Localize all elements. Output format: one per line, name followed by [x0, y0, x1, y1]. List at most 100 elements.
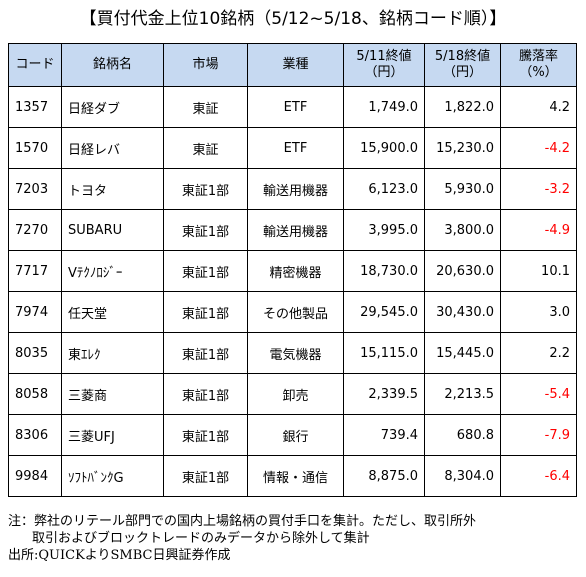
- cell-name: 日経ダブ: [61, 86, 164, 128]
- cell-close-0518: 15,445.0: [424, 332, 501, 374]
- cell-market: 東証1部: [163, 455, 248, 497]
- cell-code: 7270: [8, 209, 62, 251]
- cell-market: 東証1部: [163, 209, 248, 251]
- cell-close-0511: 15,115.0: [343, 332, 425, 374]
- cell-code: 8306: [8, 414, 62, 456]
- cell-change: -3.2: [500, 168, 577, 210]
- cell-market: 東証1部: [163, 168, 248, 210]
- cell-close-0518: 680.8: [424, 414, 501, 456]
- cell-change: -6.4: [500, 455, 577, 497]
- cell-industry: 輸送用機器: [247, 168, 344, 210]
- cell-industry: ETF: [247, 86, 344, 128]
- cell-close-0518: 5,930.0: [424, 168, 501, 210]
- cell-industry: 精密機器: [247, 250, 344, 292]
- table-row: 8058 三菱商 東証1部 卸売 2,339.5 2,213.5 -5.4: [8, 373, 577, 415]
- cell-name: ｿﾌﾄﾊﾞﾝｸG: [61, 455, 164, 497]
- cell-market: 東証1部: [163, 414, 248, 456]
- cell-code: 7974: [8, 291, 62, 333]
- header-industry: 業種: [247, 43, 344, 87]
- cell-name: トヨタ: [61, 168, 164, 210]
- cell-industry: 卸売: [247, 373, 344, 415]
- cell-industry: 情報・通信: [247, 455, 344, 497]
- header-change-unit: （%）: [519, 65, 558, 80]
- cell-market: 東証: [163, 127, 248, 169]
- cell-name: 三菱UFJ: [61, 414, 164, 456]
- cell-close-0518: 3,800.0: [424, 209, 501, 251]
- cell-change: -4.2: [500, 127, 577, 169]
- header-close-0518-date: 5/18終値: [434, 49, 491, 64]
- note-line-1: 注：弊社のリテール部門での国内上場銘柄の買付手口を集計。ただし、取引所外: [8, 514, 477, 529]
- cell-market: 東証1部: [163, 373, 248, 415]
- cell-code: 9984: [8, 455, 62, 497]
- cell-close-0511: 2,339.5: [343, 373, 425, 415]
- table-row: 8306 三菱UFJ 東証1部 銀行 739.4 680.8 -7.9: [8, 414, 577, 456]
- table-row: 7203 トヨタ 東証1部 輸送用機器 6,123.0 5,930.0 -3.2: [8, 168, 577, 210]
- cell-market: 東証: [163, 86, 248, 128]
- cell-market: 東証1部: [163, 291, 248, 333]
- header-row: コード 銘柄名 市場 業種 5/11終値 （円） 5/18終値 （円） 騰落率 …: [8, 43, 577, 87]
- cell-industry: その他製品: [247, 291, 344, 333]
- cell-name: SUBARU: [61, 209, 164, 251]
- cell-close-0518: 30,430.0: [424, 291, 501, 333]
- cell-industry: 輸送用機器: [247, 209, 344, 251]
- cell-code: 1357: [8, 86, 62, 128]
- cell-close-0518: 8,304.0: [424, 455, 501, 497]
- top10-table: コード 銘柄名 市場 業種 5/11終値 （円） 5/18終値 （円） 騰落率 …: [8, 43, 577, 497]
- cell-name: Vﾃｸﾉﾛｼﾞｰ: [61, 250, 164, 292]
- cell-close-0511: 18,730.0: [343, 250, 425, 292]
- cell-market: 東証1部: [163, 332, 248, 374]
- table-row: 1570 日経レバ 東証 ETF 15,900.0 15,230.0 -4.2: [8, 127, 577, 169]
- cell-code: 8035: [8, 332, 62, 374]
- cell-close-0511: 6,123.0: [343, 168, 425, 210]
- cell-code: 8058: [8, 373, 62, 415]
- header-close-0511-unit: （円）: [364, 65, 404, 80]
- header-close-0511-date: 5/11終値: [356, 49, 412, 64]
- header-change-label: 騰落率: [518, 49, 558, 64]
- cell-close-0511: 29,545.0: [343, 291, 425, 333]
- table-row: 7717 Vﾃｸﾉﾛｼﾞｰ 東証1部 精密機器 18,730.0 20,630.0 10.1: [8, 250, 577, 292]
- table-row: 1357 日経ダブ 東証 ETF 1,749.0 1,822.0 4.2: [8, 86, 577, 128]
- cell-close-0511: 1,749.0: [343, 86, 425, 128]
- cell-close-0511: 3,995.0: [343, 209, 425, 251]
- cell-close-0518: 20,630.0: [424, 250, 501, 292]
- header-code: コード: [8, 43, 62, 87]
- header-close-0511: 5/11終値 （円）: [343, 43, 425, 87]
- cell-close-0518: 2,213.5: [424, 373, 501, 415]
- cell-close-0511: 15,900.0: [343, 127, 425, 169]
- cell-close-0518: 1,822.0: [424, 86, 501, 128]
- source-line: 出所:QUICKよりSMBC日興証券作成: [8, 548, 231, 563]
- cell-name: 東ｴﾚｸ: [61, 332, 164, 374]
- cell-code: 7717: [8, 250, 62, 292]
- cell-change: 2.2: [500, 332, 577, 374]
- header-market: 市場: [163, 43, 248, 87]
- cell-code: 1570: [8, 127, 62, 169]
- cell-name: 任天堂: [61, 291, 164, 333]
- header-name: 銘柄名: [61, 43, 164, 87]
- cell-change: -5.4: [500, 373, 577, 415]
- cell-industry: 電気機器: [247, 332, 344, 374]
- footnote: 注：弊社のリテール部門での国内上場銘柄の買付手口を集計。ただし、取引所外 取引お…: [8, 513, 583, 564]
- cell-change: 10.1: [500, 250, 577, 292]
- header-close-0518: 5/18終値 （円）: [424, 43, 501, 87]
- cell-change: 3.0: [500, 291, 577, 333]
- table-title: 【買付代金上位10銘柄（5/12~5/18、銘柄コード順）】: [79, 9, 507, 29]
- cell-close-0511: 8,875.0: [343, 455, 425, 497]
- note-line-2: 取引およびブロックトレードのみデータから除外して集計: [32, 531, 370, 546]
- table-row: 7270 SUBARU 東証1部 輸送用機器 3,995.0 3,800.0 -4.9: [8, 209, 577, 251]
- table-row: 8035 東ｴﾚｸ 東証1部 電気機器 15,115.0 15,445.0 2.2: [8, 332, 577, 374]
- cell-change: -4.9: [500, 209, 577, 251]
- cell-close-0518: 15,230.0: [424, 127, 501, 169]
- header-close-0518-unit: （円）: [442, 65, 482, 80]
- cell-industry: 銀行: [247, 414, 344, 456]
- cell-name: 三菱商: [61, 373, 164, 415]
- cell-industry: ETF: [247, 127, 344, 169]
- cell-change: 4.2: [500, 86, 577, 128]
- cell-close-0511: 739.4: [343, 414, 425, 456]
- table-row: 9984 ｿﾌﾄﾊﾞﾝｸG 東証1部 情報・通信 8,875.0 8,304.0 -6.4: [8, 455, 577, 497]
- table-row: 7974 任天堂 東証1部 その他製品 29,545.0 30,430.0 3.0: [8, 291, 577, 333]
- cell-name: 日経レバ: [61, 127, 164, 169]
- cell-code: 7203: [8, 168, 62, 210]
- cell-change: -7.9: [500, 414, 577, 456]
- cell-market: 東証1部: [163, 250, 248, 292]
- header-change: 騰落率 （%）: [500, 43, 577, 87]
